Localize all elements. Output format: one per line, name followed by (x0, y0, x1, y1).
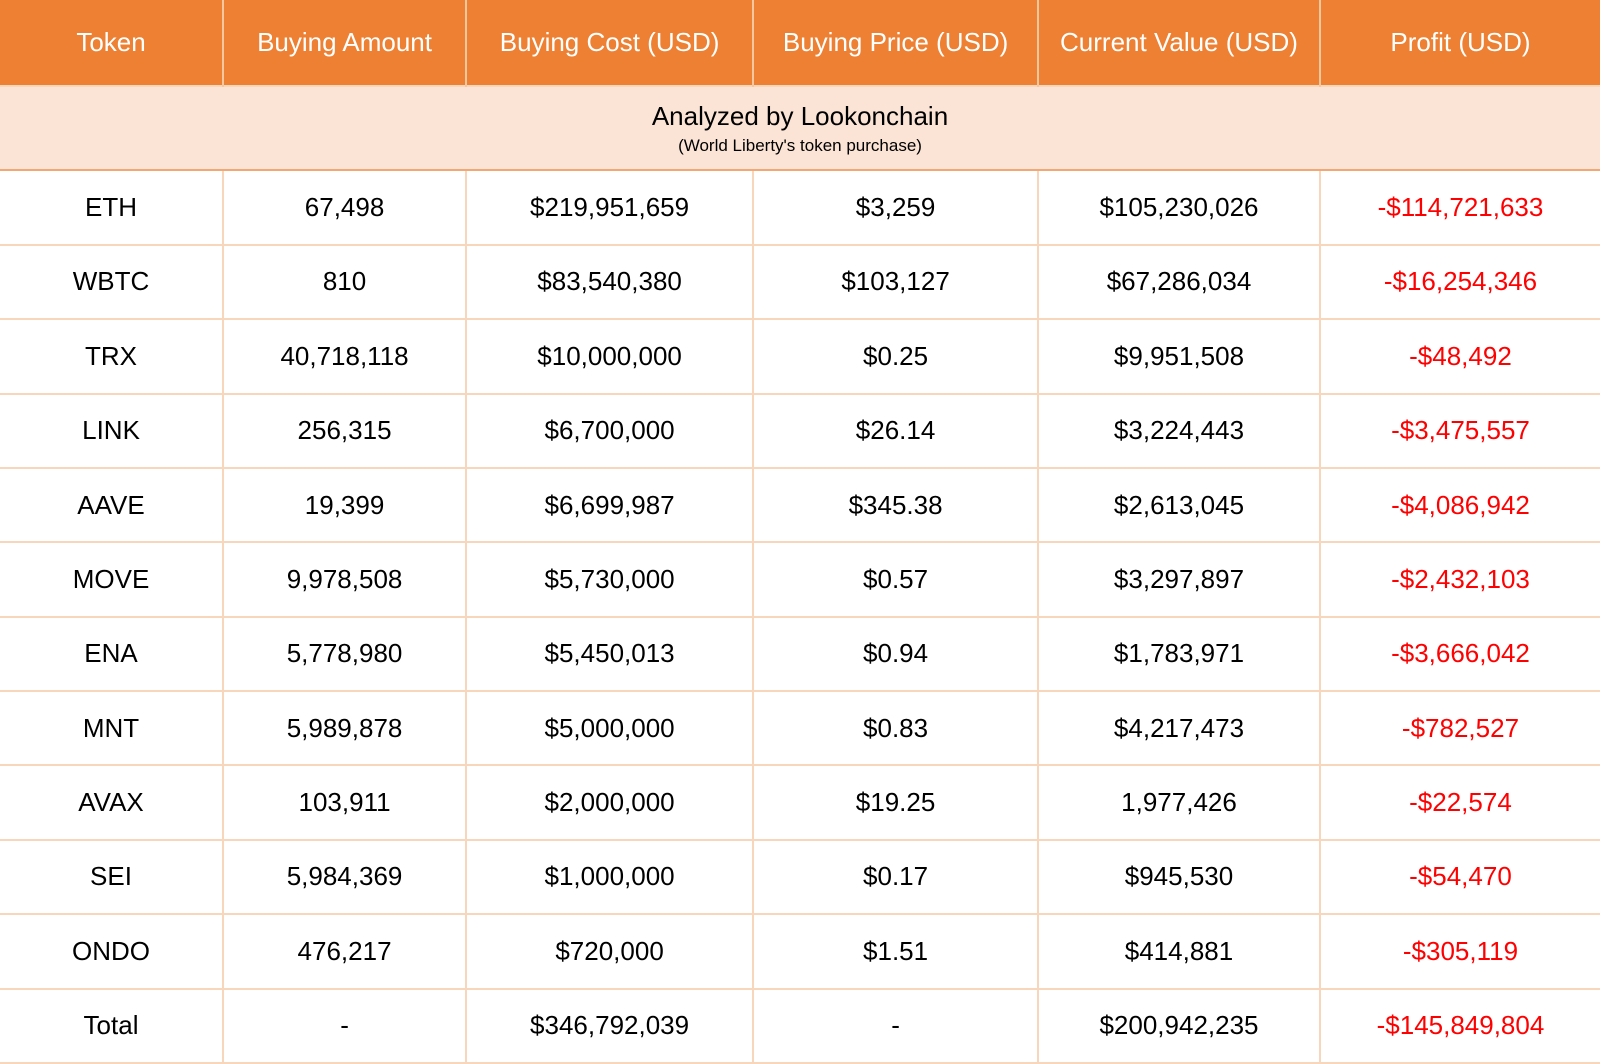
table-row: WBTC 810 $83,540,380 $103,127 $67,286,034 -$1… (0, 243, 1600, 321)
column-header: Buying Amount (223, 0, 468, 86)
token-cell: AVAX (0, 764, 225, 841)
token-cell: MNT (0, 690, 225, 767)
analysis-title: Analyzed by Lookonchain (651, 101, 949, 132)
column-header: Token (0, 0, 225, 86)
table-cell: 810 (222, 243, 468, 321)
table-cell: -$145,849,804 (1318, 987, 1600, 1064)
table-cell: $0.57 (752, 541, 1040, 618)
table-body: Analyzed by Lookonchain (World Liberty's… (0, 84, 1600, 1064)
table-cell: $3,259 (752, 169, 1040, 246)
table-cell: $83,540,380 (465, 243, 755, 321)
table-cell: $6,700,000 (465, 392, 755, 469)
table-cell: $67,286,034 (1037, 243, 1321, 321)
table-cell: $720,000 (465, 913, 755, 990)
table-cell: $6,699,987 (465, 466, 755, 544)
table-cell: 256,315 (222, 392, 468, 469)
table-cell: -$2,432,103 (1318, 541, 1600, 618)
token-cell: AAVE (0, 466, 225, 544)
table-cell: 9,978,508 (222, 541, 468, 618)
table-row: Total - $346,792,039- $200,942,235 -$145,849… (0, 987, 1600, 1064)
table-cell: -$305,119 (1318, 913, 1600, 990)
token-cell: Total (0, 987, 225, 1064)
token-cell: LINK (0, 392, 225, 469)
table-cell: $105,230,026 (1037, 169, 1321, 246)
table-cell: $5,450,013 (465, 615, 755, 693)
table-cell: 476,217 (222, 913, 468, 990)
table-cell: $0.17 (752, 838, 1040, 916)
table-row: MOVE 9,978,508 $5,730,000 $0.57 $3,297,897 -$… (0, 541, 1600, 618)
analysis-band-row: Analyzed by Lookonchain (World Liberty's… (0, 84, 1600, 172)
analysis-band-cell: Analyzed by Lookonchain (World Liberty's… (0, 84, 1600, 172)
table-row: AAVE 19,399 $6,699,987 $345.38 $2,613,045 -$4… (0, 466, 1600, 544)
table-cell: -$3,475,557 (1318, 392, 1600, 469)
table-cell: $219,951,659 (465, 169, 755, 246)
table-cell: 40,718,118 (222, 318, 468, 395)
table-cell: $0.25 (752, 318, 1040, 395)
column-header: Current Value (USD) (1038, 0, 1321, 86)
table-cell: $26.14 (752, 392, 1040, 469)
table-cell: $414,881 (1037, 913, 1321, 990)
table-cell: $1,783,971 (1037, 615, 1321, 693)
table-cell: $945,530 (1037, 838, 1321, 916)
table-cell: $5,000,000 (465, 690, 755, 767)
table-cell: $10,000,000 (465, 318, 755, 395)
table-cell: 1,977,426 (1037, 764, 1321, 841)
table-cell: 5,984,369 (222, 838, 468, 916)
table-cell: $200,942,235 (1037, 987, 1321, 1064)
table-cell: $0.94 (752, 615, 1040, 693)
table-row: ONDO 476,217 $720,000 $1.51 $414,881 -$305,11… (0, 913, 1600, 990)
table-cell: 19,399 (222, 466, 468, 544)
table-cell: $1,000,000 (465, 838, 755, 916)
table-cell: $9,951,508 (1037, 318, 1321, 395)
token-cell: MOVE (0, 541, 225, 618)
table-cell: $3,224,443 (1037, 392, 1321, 469)
token-cell: WBTC (0, 243, 225, 321)
column-header: Profit (USD) (1319, 0, 1600, 86)
table-cell: -$3,666,042 (1318, 615, 1600, 693)
table-cell: $5,730,000 (465, 541, 755, 618)
table-row: ENA 5,778,980 $5,450,013 $0.94 $1,783,971 -$3… (0, 615, 1600, 693)
table-cell: -$114,721,633 (1318, 169, 1600, 246)
token-cell: SEI (0, 838, 225, 916)
table-cell: - (222, 987, 468, 1064)
table-cell: -$22,574 (1318, 764, 1600, 841)
table-cell: 5,778,980 (222, 615, 468, 693)
table-cell: 67,498 (222, 169, 468, 246)
table-cell: $345.38 (752, 466, 1040, 544)
table-cell: - (752, 987, 1040, 1064)
table-cell: $4,217,473 (1037, 690, 1321, 767)
table-row: LINK 256,315 $6,700,000 $26.14 $3,224,443 -$3… (0, 392, 1600, 469)
table-row: ETH 67,498 $219,951,659 $3,259 $105,230,026-… (0, 169, 1600, 246)
table-row: TRX 40,718,118 $10,000,000 $0.25 $9,951,508-… (0, 318, 1600, 395)
table-cell: $0.83 (752, 690, 1040, 767)
table-cell: $346,792,039 (465, 987, 755, 1064)
token-cell: TRX (0, 318, 225, 395)
table-cell: -$16,254,346 (1318, 243, 1600, 321)
analysis-note: (World Liberty's token purchase) (678, 135, 922, 155)
table-cell: -$782,527 (1318, 690, 1600, 767)
table-cell: -$54,470 (1318, 838, 1600, 916)
table-cell: $2,613,045 (1037, 466, 1321, 544)
column-header: Buying Cost (USD) (466, 0, 755, 86)
table-header-row: Token Buying Amount Buying Cost (USD) Buyin… (0, 0, 1600, 86)
table-cell: -$48,492 (1318, 318, 1600, 395)
table-cell: $3,297,897 (1037, 541, 1321, 618)
table-cell: $1.51 (752, 913, 1040, 990)
table-cell: $19.25 (752, 764, 1040, 841)
table-row: AVAX 103,911 $2,000,000 $19.25 1,977,426 -$22… (0, 764, 1600, 841)
table-row: SEI 5,984,369 $1,000,000 $0.17 $945,530 -$54,… (0, 838, 1600, 916)
table-cell: $103,127 (752, 243, 1040, 321)
token-cell: ETH (0, 169, 225, 246)
table-cell: 103,911 (222, 764, 468, 841)
token-cell: ONDO (0, 913, 225, 990)
table-row: MNT 5,989,878 $5,000,000 $0.83 $4,217,473 -$7… (0, 690, 1600, 767)
column-header: Buying Price (USD) (753, 0, 1040, 86)
table-cell: 5,989,878 (222, 690, 468, 767)
table-cell: -$4,086,942 (1318, 466, 1600, 544)
token-cell: ENA (0, 615, 225, 693)
table-cell: $2,000,000 (465, 764, 755, 841)
